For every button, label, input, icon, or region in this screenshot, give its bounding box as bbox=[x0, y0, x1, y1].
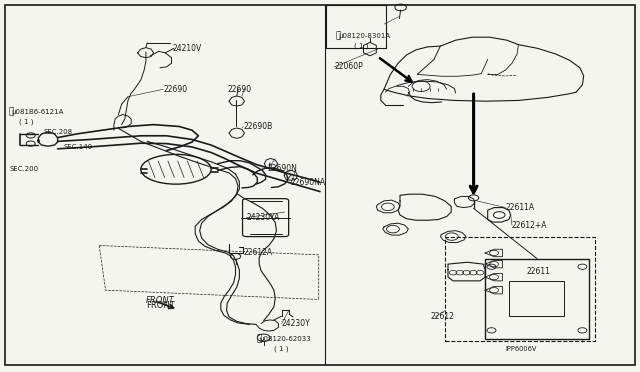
Text: µ08120-8301A: µ08120-8301A bbox=[338, 33, 390, 39]
Text: 22690N: 22690N bbox=[268, 164, 298, 173]
Text: Ⓑ: Ⓑ bbox=[257, 334, 262, 343]
Text: ( 1 ): ( 1 ) bbox=[274, 346, 289, 352]
Text: Ⓑ: Ⓑ bbox=[335, 31, 340, 40]
Text: 24230Y: 24230Y bbox=[282, 319, 310, 328]
Text: 22690B: 22690B bbox=[243, 122, 273, 131]
Bar bbox=[485, 259, 589, 339]
Text: 22611A: 22611A bbox=[506, 203, 535, 212]
Text: 22611: 22611 bbox=[526, 267, 550, 276]
Text: ( 1 ): ( 1 ) bbox=[354, 43, 369, 49]
Text: Ⓑ: Ⓑ bbox=[9, 107, 14, 116]
Text: µ08120-62033: µ08120-62033 bbox=[260, 336, 312, 341]
Text: SEC.200: SEC.200 bbox=[10, 166, 39, 172]
Text: 22612+A: 22612+A bbox=[512, 221, 547, 230]
Text: 22690: 22690 bbox=[227, 85, 252, 94]
Text: 22060P: 22060P bbox=[334, 62, 363, 71]
Text: SEC.140: SEC.140 bbox=[64, 144, 93, 150]
Text: ( 1 ): ( 1 ) bbox=[19, 119, 34, 125]
Text: 24210V: 24210V bbox=[173, 44, 202, 53]
Text: FRONT: FRONT bbox=[146, 296, 175, 305]
Text: 22612: 22612 bbox=[430, 312, 454, 321]
Text: IPP6006V: IPP6006V bbox=[506, 346, 537, 352]
Text: SEC.208: SEC.208 bbox=[44, 129, 73, 135]
Text: FRONT: FRONT bbox=[146, 301, 175, 310]
Bar bbox=[509, 281, 564, 316]
Text: µ081B6-6121A: µ081B6-6121A bbox=[12, 109, 64, 115]
Bar bbox=[445, 237, 595, 341]
Text: 22690: 22690 bbox=[163, 85, 188, 94]
Text: 24230YA: 24230YA bbox=[246, 213, 280, 222]
Text: 22612A: 22612A bbox=[243, 248, 273, 257]
Text: 22690NA: 22690NA bbox=[291, 178, 326, 187]
